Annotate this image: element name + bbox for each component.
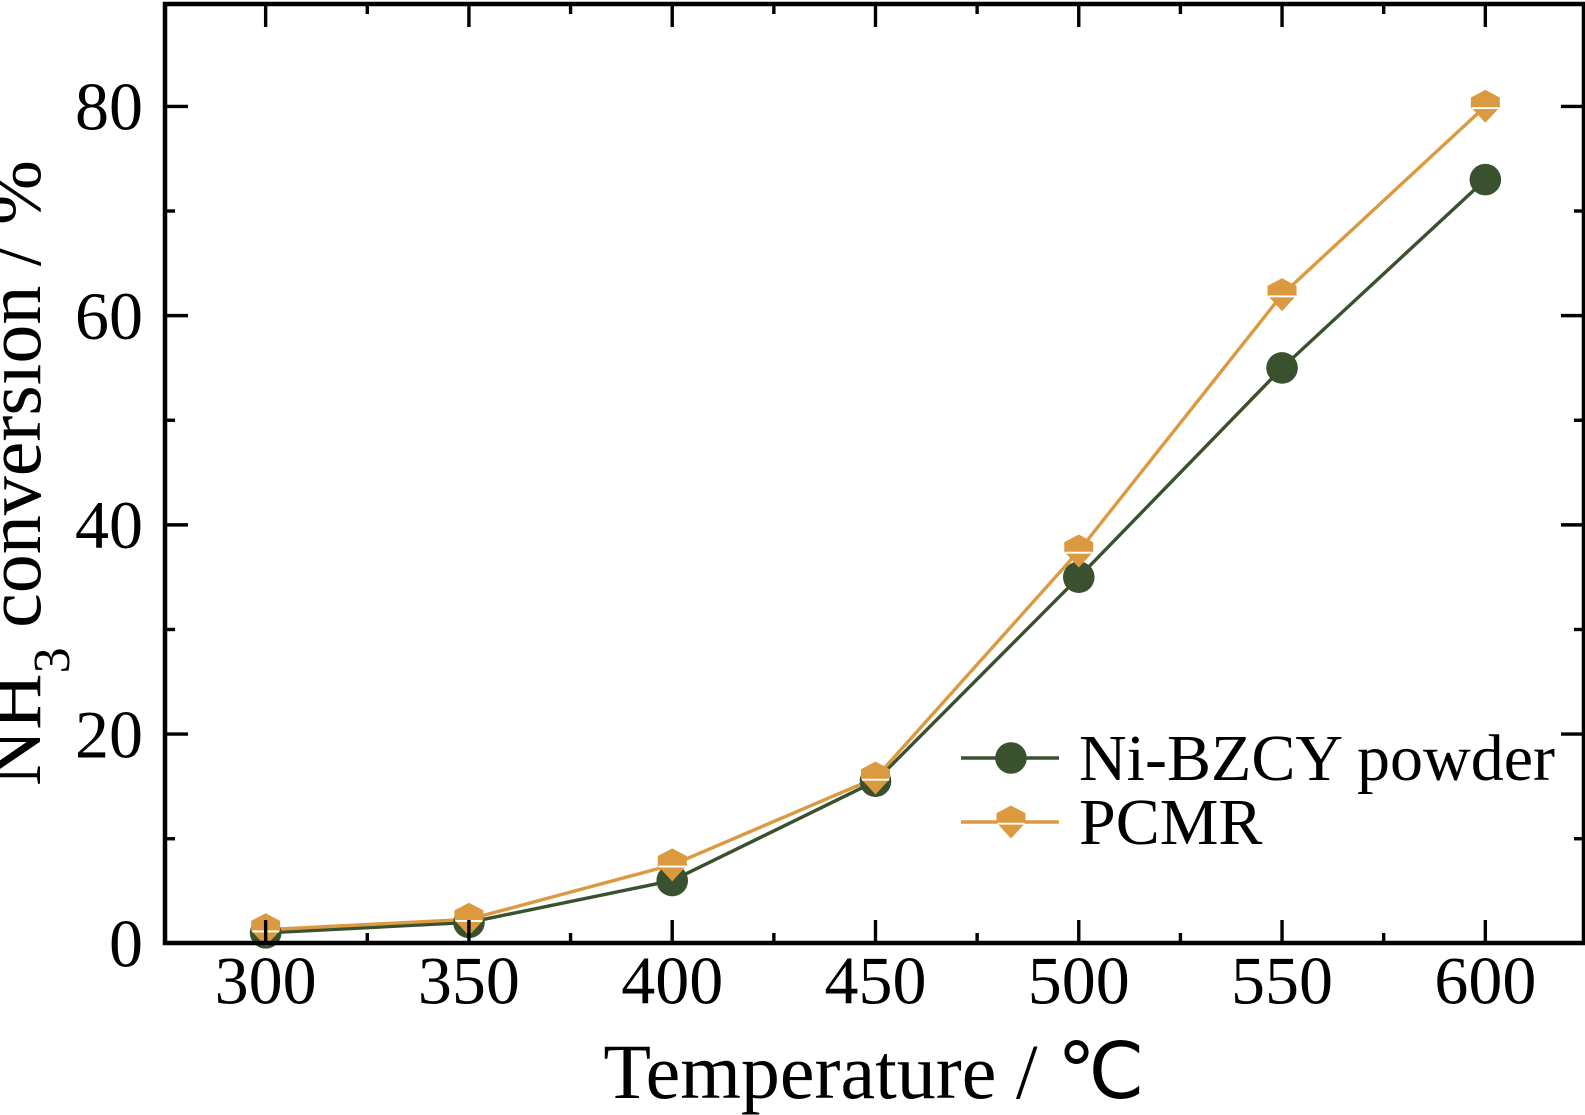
svg-text:300: 300 (215, 943, 317, 1019)
svg-text:PCMR: PCMR (1079, 786, 1262, 859)
svg-text:0: 0 (109, 906, 143, 982)
svg-text:60: 60 (75, 278, 143, 354)
svg-text:80: 80 (75, 69, 143, 145)
svg-text:Temperature / ℃: Temperature / ℃ (603, 1028, 1144, 1115)
svg-text:550: 550 (1231, 943, 1333, 1019)
svg-text:Ni-BZCY powder: Ni-BZCY powder (1079, 722, 1555, 795)
svg-text:20: 20 (75, 696, 143, 772)
svg-text:500: 500 (1028, 943, 1130, 1019)
svg-text:400: 400 (621, 943, 723, 1019)
svg-text:450: 450 (824, 943, 926, 1019)
svg-text:600: 600 (1434, 943, 1536, 1019)
svg-text:40: 40 (75, 487, 143, 563)
svg-text:350: 350 (418, 943, 520, 1019)
